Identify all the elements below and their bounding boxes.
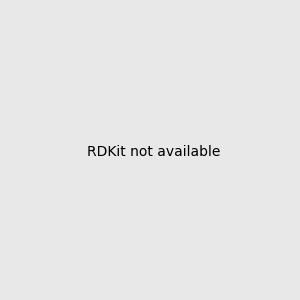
- Text: RDKit not available: RDKit not available: [87, 145, 220, 158]
